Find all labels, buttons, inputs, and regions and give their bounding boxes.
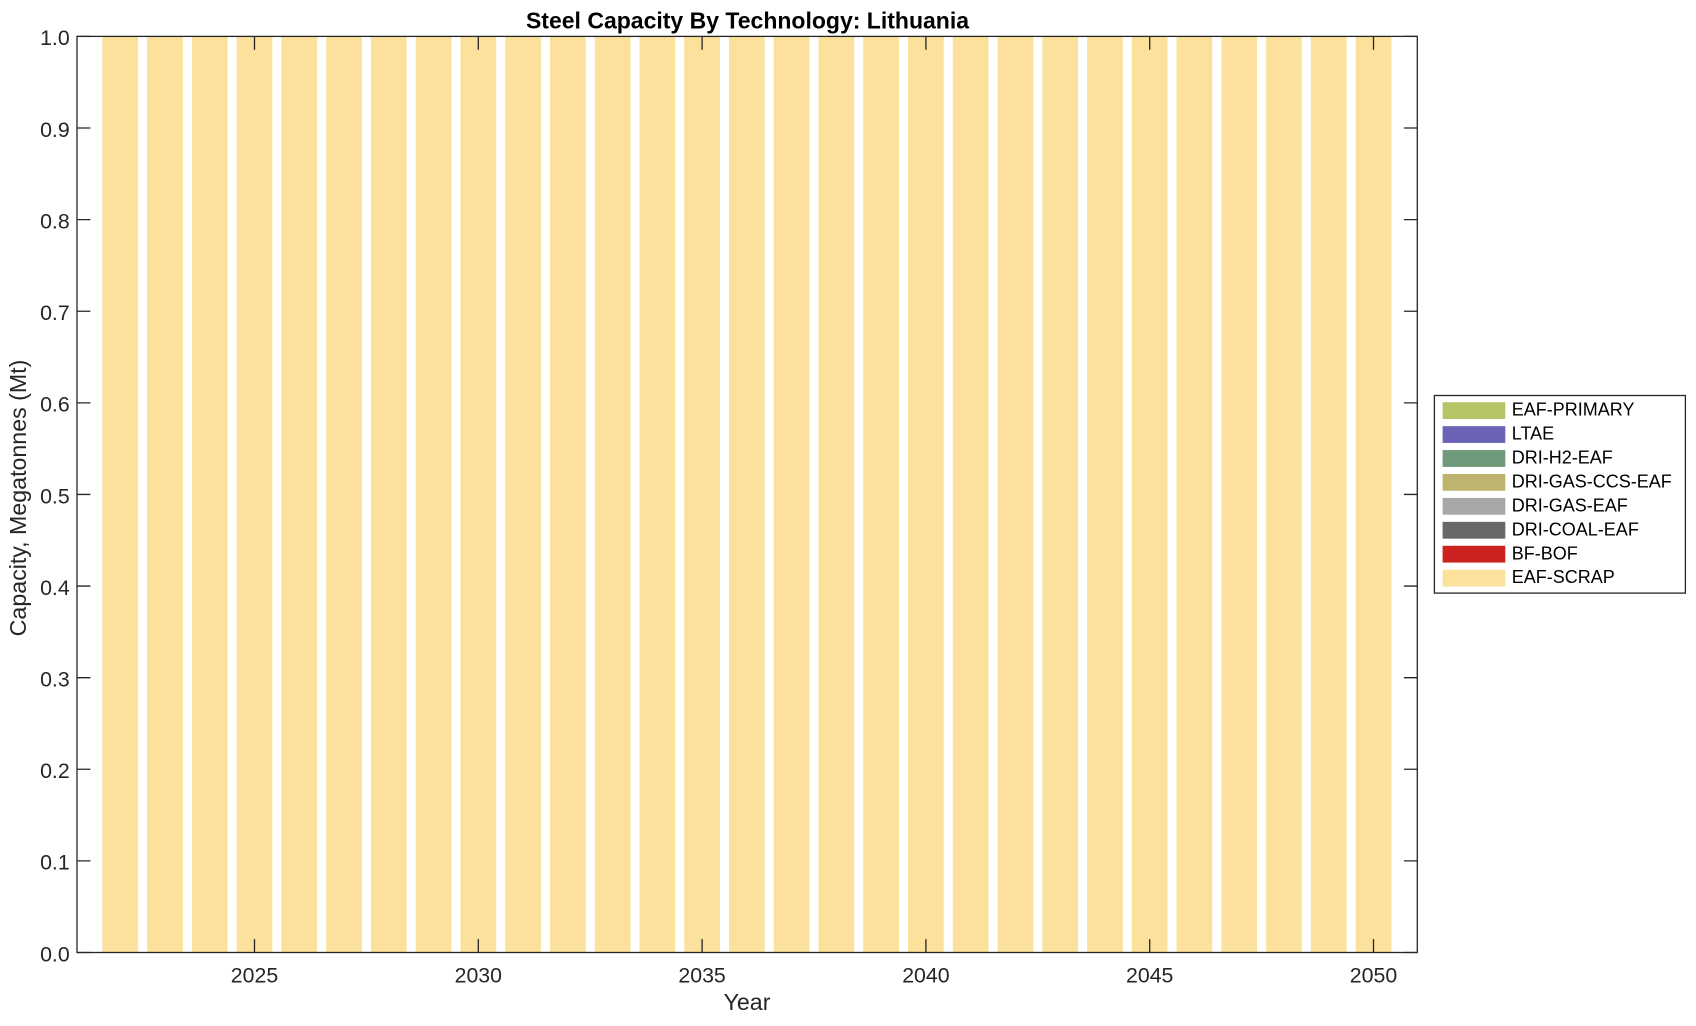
svg-text:0.6: 0.6	[40, 393, 70, 417]
svg-text:DRI-GAS-CCS-EAF: DRI-GAS-CCS-EAF	[1512, 471, 1672, 491]
svg-text:DRI-H2-EAF: DRI-H2-EAF	[1512, 448, 1613, 468]
svg-text:0.0: 0.0	[40, 942, 70, 966]
svg-text:0.5: 0.5	[40, 484, 70, 508]
svg-text:BF-BOF: BF-BOF	[1512, 543, 1578, 563]
svg-text:2040: 2040	[902, 963, 950, 987]
svg-text:0.1: 0.1	[40, 851, 70, 875]
svg-text:0.8: 0.8	[40, 209, 70, 233]
svg-text:0.4: 0.4	[40, 576, 70, 600]
svg-text:2025: 2025	[231, 963, 278, 987]
svg-text:0.3: 0.3	[40, 667, 70, 691]
svg-text:2050: 2050	[1350, 963, 1398, 987]
svg-text:0.7: 0.7	[40, 301, 70, 325]
svg-text:LTAE: LTAE	[1512, 424, 1554, 444]
svg-text:Year: Year	[724, 989, 771, 1015]
svg-text:EAF-SCRAP: EAF-SCRAP	[1512, 567, 1615, 587]
svg-text:0.2: 0.2	[40, 759, 70, 783]
svg-text:2045: 2045	[1126, 963, 1173, 987]
svg-text:Capacity, Megatonnes (Mt): Capacity, Megatonnes (Mt)	[5, 360, 31, 637]
svg-text:2035: 2035	[678, 963, 725, 987]
svg-text:EAF-PRIMARY: EAF-PRIMARY	[1512, 400, 1635, 420]
svg-text:Steel Capacity By Technology:: Steel Capacity By Technology: Lithuania	[526, 8, 969, 34]
svg-text:DRI-GAS-EAF: DRI-GAS-EAF	[1512, 495, 1628, 515]
svg-text:DRI-COAL-EAF: DRI-COAL-EAF	[1512, 519, 1639, 539]
svg-text:2030: 2030	[455, 963, 503, 987]
svg-text:0.9: 0.9	[40, 118, 70, 142]
svg-text:1.0: 1.0	[40, 26, 70, 50]
